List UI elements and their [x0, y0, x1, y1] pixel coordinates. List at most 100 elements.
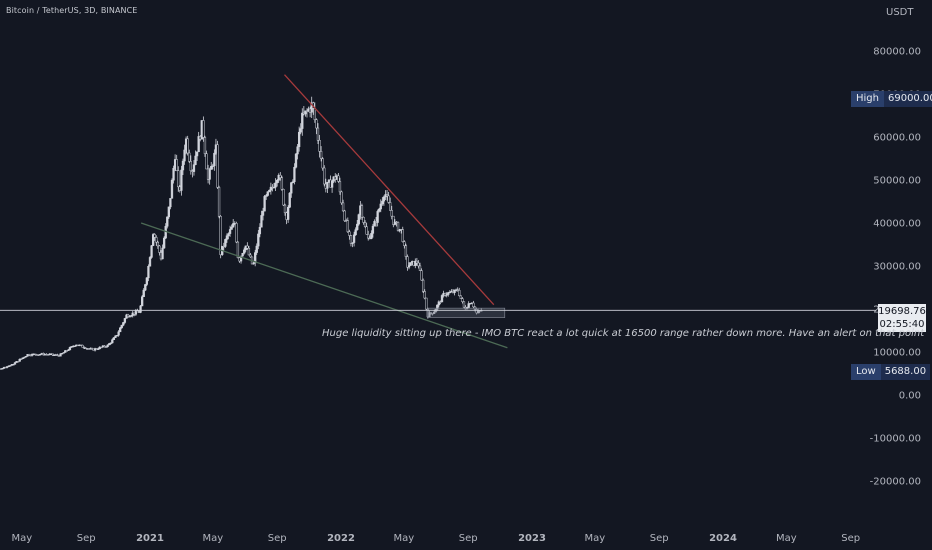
candle [60, 353, 64, 355]
support-trendline[interactable] [140, 222, 508, 349]
candle [197, 131, 200, 153]
high-marker: High 69000.00 [851, 91, 932, 107]
candle [467, 301, 470, 309]
candle [401, 226, 404, 243]
candle [263, 195, 266, 212]
chart-title[interactable]: Bitcoin / TetherUS, 3D, BINANCE [6, 6, 138, 15]
high-label: High [851, 91, 884, 107]
drawings-layer[interactable] [0, 74, 876, 349]
candle [150, 245, 153, 259]
candle [459, 295, 462, 300]
x-tick-label: 2024 [709, 533, 737, 544]
candle [177, 166, 180, 192]
candle [447, 291, 450, 297]
candle [208, 167, 211, 185]
candle [392, 215, 395, 228]
candle [167, 206, 170, 219]
price-axis[interactable]: 80000.0070000.0060000.0050000.0040000.00… [870, 47, 921, 488]
candle [56, 353, 59, 357]
candle [175, 154, 178, 172]
candle [437, 300, 441, 308]
candle [210, 161, 213, 170]
candle [349, 235, 353, 247]
candle [205, 150, 208, 170]
candle [16, 361, 20, 363]
idea-annotation[interactable]: Huge liquidity sitting up there - IMO BT… [322, 328, 925, 339]
candle [268, 189, 271, 193]
candle [340, 190, 343, 205]
candle [130, 314, 133, 318]
y-tick-label: 80000.00 [873, 47, 921, 58]
candle [181, 158, 185, 176]
candle [109, 342, 112, 345]
candle [406, 254, 409, 271]
candle [297, 126, 301, 152]
candle [81, 344, 84, 348]
candle [153, 233, 156, 241]
candle [192, 160, 196, 176]
candle [337, 173, 340, 183]
candle [414, 258, 417, 269]
candle [266, 191, 269, 197]
candle [51, 353, 54, 357]
candle [142, 288, 145, 297]
candle [170, 178, 174, 199]
candle [230, 224, 233, 230]
candle [476, 308, 480, 314]
time-axis[interactable]: May Sep 2021 May Sep 2022 May Sep 2023 May Sep 2024… [11, 533, 860, 544]
x-tick-label: Sep [841, 533, 860, 544]
candle [5, 366, 9, 369]
candle [403, 240, 406, 249]
candles-layer [0, 96, 483, 370]
y-tick-label: 10000.00 [873, 348, 921, 359]
candle [351, 242, 354, 248]
candle [126, 313, 130, 318]
y-tick-label: 50000.00 [873, 176, 921, 187]
candle [166, 216, 169, 229]
candle [472, 300, 475, 309]
candle [27, 353, 31, 356]
x-tick-label: Sep [459, 533, 478, 544]
candle [224, 238, 227, 248]
candle [247, 245, 251, 256]
candle [67, 348, 70, 351]
candle [305, 108, 309, 118]
y-tick-label: 60000.00 [873, 133, 921, 144]
candle [156, 240, 159, 249]
candle [354, 227, 357, 236]
y-tick-label: 30000.00 [873, 262, 921, 273]
candle [299, 123, 302, 135]
candle [108, 343, 111, 346]
candle [189, 155, 192, 175]
candle [104, 346, 108, 348]
candle [363, 220, 367, 228]
candle [415, 257, 419, 266]
candle [448, 290, 451, 294]
candle [330, 179, 334, 193]
candle [304, 110, 307, 117]
low-label: Low [851, 364, 881, 380]
low-marker: Low 5688.00 [851, 364, 931, 380]
candle [286, 205, 290, 223]
candle [12, 363, 15, 366]
liquidity-zone[interactable] [427, 307, 506, 318]
x-tick-label: 2021 [136, 533, 164, 544]
candle [279, 172, 282, 181]
candle [445, 292, 448, 298]
candle [407, 262, 411, 270]
candle [203, 135, 207, 157]
candle [288, 192, 291, 209]
candle [282, 188, 285, 207]
candle [119, 326, 122, 333]
candle [111, 338, 114, 344]
candle [385, 190, 389, 201]
resistance-trendline[interactable] [284, 74, 495, 306]
candle [213, 149, 216, 171]
candle [290, 182, 293, 198]
x-tick-label: May [584, 533, 605, 544]
candle [1, 368, 4, 370]
candle [20, 358, 23, 360]
candle [356, 219, 359, 231]
candle [423, 289, 426, 300]
